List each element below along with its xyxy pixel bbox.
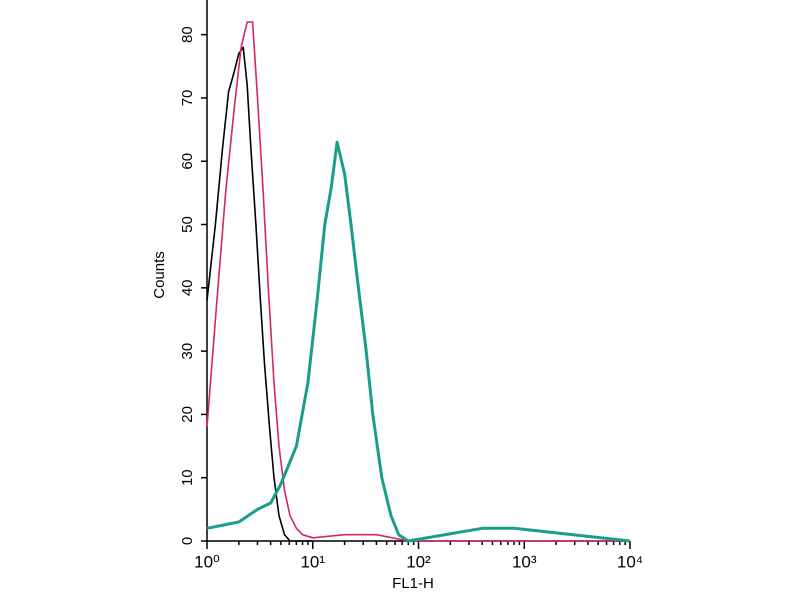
y-tick-label: 20 (179, 406, 196, 423)
x-tick-label: 10⁰ (194, 552, 220, 571)
x-axis-label: FL1-H (392, 575, 434, 592)
x-tick-label: 10³ (512, 552, 537, 571)
x-tick-label: 10⁴ (617, 552, 643, 571)
y-axis-label: Counts (151, 251, 168, 299)
y-tick-label: 0 (179, 537, 196, 545)
y-tick-label: 50 (179, 216, 196, 233)
x-tick-label: 10¹ (300, 552, 325, 571)
y-tick-label: 60 (179, 153, 196, 170)
series-line (206, 46, 313, 542)
y-tick-label: 70 (179, 90, 196, 107)
x-tick-label: 10² (406, 552, 431, 571)
series-line (206, 140, 631, 543)
y-tick-label: 40 (179, 279, 196, 296)
series-line (206, 21, 630, 542)
y-tick-label: 10 (179, 469, 196, 486)
y-tick-label: 80 (179, 26, 196, 43)
y-tick-label: 30 (179, 343, 196, 360)
